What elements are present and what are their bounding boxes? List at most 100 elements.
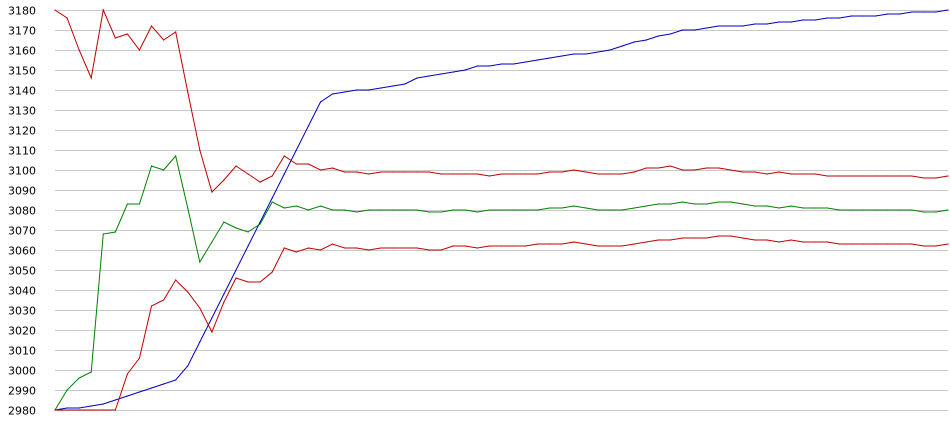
series-4-point [126,373,129,375]
series-2-point [102,9,104,11]
series-4-point [850,243,853,245]
series-1-point [187,365,189,367]
series-1-point [633,41,635,43]
series-1-point [428,75,430,77]
series-3-point [947,209,949,211]
series-2-point [573,169,575,171]
series-2-point [66,17,68,19]
series-3-point [718,201,720,203]
series-2-point [826,175,828,177]
series-3-point [512,209,515,211]
series-2-point [488,175,491,177]
series-1-point [356,89,358,91]
series-1-point [404,83,406,85]
series-4-point [525,245,527,247]
series-2-point [114,37,116,39]
series-4-point [392,247,394,249]
series-3-point [356,211,358,213]
series-2-point [838,175,840,177]
series-4-point [669,239,672,241]
series-2-line [54,8,949,193]
series-4-point [150,305,153,307]
series-2-point [874,175,877,177]
y-tick-label: 3130 [8,105,36,118]
series-4-point [561,243,563,245]
series-2-point [645,167,647,169]
series-4-point [476,247,478,249]
series-4-point [247,281,249,283]
series-3-point [525,209,527,211]
series-4-point [537,243,539,245]
series-3-point [657,203,659,205]
series-1-point [947,9,949,11]
series-2-point [706,167,708,169]
series-1-point [368,89,370,91]
series-1-point [657,35,659,37]
series-3-point [899,209,901,211]
series-3-line [54,154,949,411]
series-2-point [899,175,901,177]
series-1-point [223,293,225,295]
series-4-point [428,249,430,251]
series-1-point [126,395,129,397]
y-tick-label: 2980 [8,405,36,418]
series-3-point [307,209,310,211]
series-3-point [271,201,273,203]
series-4-point [175,279,177,281]
series-4 [54,235,949,411]
series-2-point [271,175,273,177]
series-2-point [223,179,225,181]
series-4-point [838,243,840,245]
series-1-point [283,173,285,175]
series-2-point [319,169,322,171]
series-3-point [259,223,261,225]
series-3-point [537,209,539,211]
series-1-point [862,15,865,17]
series-3-point [778,207,780,209]
series-2-point [163,39,165,41]
series-4-point [573,241,575,243]
y-tick-label: 3120 [8,125,36,138]
series-4-point [331,243,334,245]
series-4-point [899,243,901,245]
series-1-point [585,53,587,55]
series-3-point [633,207,635,209]
series-1-point [307,125,310,127]
series-1-point [693,29,696,31]
series-3-point [319,205,322,207]
series-1-point [90,405,92,407]
series-1-point [609,49,611,51]
series-1-point [923,11,925,13]
series-2-point [464,173,466,175]
series-4-point [199,307,201,309]
series-4-point [778,241,780,243]
series-4-point [344,247,346,249]
series-1-point [235,269,237,271]
series-4-point [356,247,358,249]
series-4-point [512,245,515,247]
series-3-point [344,209,346,211]
y-tick-label: 3180 [8,5,36,18]
series-3-point [247,231,249,233]
series-3-point [476,211,478,213]
series-3-point [440,211,442,213]
series-1-point [464,69,466,71]
series-4-point [488,245,491,247]
series-3 [54,154,949,411]
series-2-point [657,167,659,169]
series-3-point [452,209,454,211]
y-tick-label: 3070 [8,225,36,238]
series-4-point [706,237,708,239]
y-tick-label: 3150 [8,65,36,78]
series-4-point [585,243,587,245]
series-2-point [440,173,442,175]
series-1-point [669,33,672,35]
series-3-point [814,207,816,209]
series-3-point [585,207,587,209]
series-2-point [850,175,853,177]
series-3-point [464,209,466,211]
series-1-point [500,63,503,65]
series-1-point [199,341,201,343]
series-1-point [597,51,599,53]
